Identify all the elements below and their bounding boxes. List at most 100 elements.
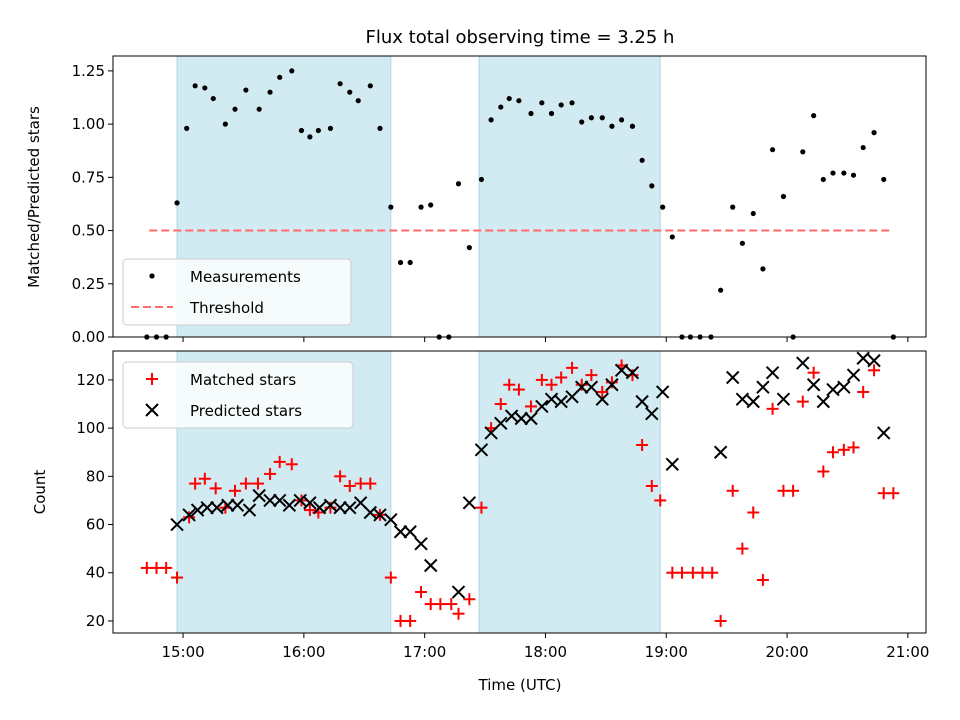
measurement-point [428,202,434,208]
matched-star-point [445,598,458,611]
matched-star-point [229,484,242,497]
predicted-star-point [846,368,861,382]
predicted-star-stroke [494,416,508,431]
predicted-star-point [524,411,538,426]
predicted-star-stroke [393,525,408,539]
predicted-star-stroke [373,508,387,522]
measurement-point [618,117,625,123]
x-tick-label: 17:00 [403,643,446,661]
matched-star-point [566,361,579,374]
matched-star-point [868,364,881,377]
predicted-star-stroke [252,488,266,503]
predicted-star-point [746,394,760,409]
bottom-panel: 15:00 16:00 17:00 18:00 19:00 20:00 21:00 20 40… [31,350,929,694]
predicted-star-stroke [806,378,821,392]
predicted-star-point [665,457,680,471]
predicted-star-point [584,380,599,394]
predicted-star-stroke [713,445,728,459]
matched-star-point [404,614,417,627]
predicted-star-point [282,498,297,512]
predicted-star-point [816,394,831,409]
predicted-star-stroke [877,426,891,440]
predicted-star-point [200,500,214,515]
top-y-ticks: 0.00 0.25 0.50 0.75 1.00 1.25 [72,62,113,346]
top-x-ticks [182,337,909,342]
measurement-point [466,244,472,251]
measurement-point [307,134,313,140]
measurement-point [516,98,522,104]
top-y-tick-label: 0.00 [72,328,105,346]
predicted-star-point [595,392,609,406]
matched-star-point [756,573,769,586]
predicted-star-stroke [614,363,629,377]
measurement-point [599,115,605,121]
bottom-legend-box [122,361,354,429]
predicted-star-stroke [312,500,327,515]
measurement-point [629,123,636,129]
measurement-point [407,259,413,266]
predicted-star-stroke [333,500,347,515]
measurement-point [192,83,198,89]
measurement-point [289,68,295,74]
predicted-star-stroke [424,558,438,573]
matched-star-point [273,455,286,468]
predicted-star-point [312,500,327,515]
predicted-star-stroke [625,365,640,380]
predicted-star-point [414,537,428,551]
predicted-star-stroke [474,443,489,457]
measurement-point [850,172,857,178]
measurement-point [569,100,575,106]
predicted-star-point [210,500,224,515]
predicted-star-stroke [293,493,307,508]
legend-predicted-marker [145,403,159,417]
predicted-star-stroke [230,498,245,512]
predicted-star-stroke [384,513,398,527]
matched-star-point [285,458,298,471]
predicted-star-point [575,380,589,394]
measurement-point [760,266,766,272]
matched-star-point [452,607,465,620]
predicted-star-point [765,365,780,380]
measurement-point [455,181,462,187]
matched-star-point [343,479,356,492]
predicted-star-stroke [584,380,599,394]
predicted-star-stroke [856,351,870,365]
matched-star-point [766,402,779,415]
matched-star-point [596,385,609,398]
predicted-star-stroke [282,498,297,512]
measurement-point [649,183,655,189]
measurement-point [388,204,394,210]
predicted-star-stroke [837,380,851,394]
matched-star-point [494,398,507,411]
matched-star-point [303,504,316,517]
measurement-point [506,95,512,102]
top-legend-box [122,258,352,326]
predicted-star-stroke [323,498,338,512]
predicted-star-point [635,394,649,409]
x-axis-label: Time (UTC) [478,676,562,694]
matched-star-point [512,383,525,396]
x-tick-label: 15:00 [161,643,204,661]
measurement-point [528,110,534,117]
measurement-point [337,81,343,87]
predicted-star-point [230,498,245,512]
predicted-star-stroke [756,380,770,394]
predicted-star-point [182,508,196,522]
predicted-star-stroke [796,356,810,370]
predicted-star-stroke [414,537,428,551]
predicted-star-point [776,392,791,406]
predicted-star-stroke [353,496,368,510]
predicted-star-stroke [826,382,840,397]
predicted-star-point [645,406,659,421]
legend-measurements-label: Measurements [190,268,301,286]
measurement-point [811,113,817,119]
measurement-point [750,210,756,217]
matched-star-point [585,369,598,382]
predicted-star-stroke [263,493,277,508]
predicted-star-stroke [846,368,861,382]
predicted-star-stroke [363,505,378,520]
predicted-star-stroke [403,525,417,539]
predicted-star-point [252,488,266,503]
measurement-point [347,89,353,95]
matched-star-point [160,561,173,574]
